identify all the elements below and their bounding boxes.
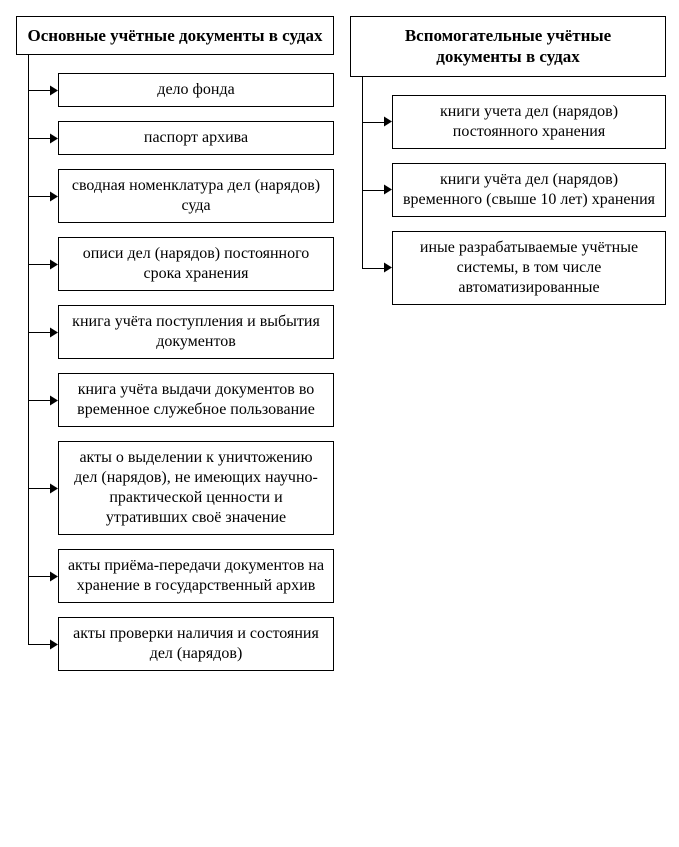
arrow-icon <box>50 191 58 201</box>
left-column: Основные учётные документы в судах дело … <box>16 16 334 685</box>
item-box: акты приёма-передачи документов на хране… <box>58 549 334 603</box>
item-row: акты о выделении к уничтожению дел (наря… <box>16 441 334 535</box>
stem-line <box>362 77 363 268</box>
item-box: книга учёта поступления и выбытия докуме… <box>58 305 334 359</box>
arrow-icon <box>50 395 58 405</box>
arrow-icon <box>50 571 58 581</box>
item-row: паспорт архива <box>16 121 334 155</box>
item-box: иные разрабатываемые учётные системы, в … <box>392 231 666 305</box>
item-box: книга учёта выдачи документов во временн… <box>58 373 334 427</box>
item-box: акты о выделении к уничтожению дел (наря… <box>58 441 334 535</box>
right-header: Вспомогательные учётные документы в суда… <box>350 16 666 77</box>
item-row: иные разрабатываемые учётные системы, в … <box>350 231 666 305</box>
arrow-icon <box>50 327 58 337</box>
item-row: книги учёта дел (нарядов) временного (св… <box>350 163 666 217</box>
left-header: Основные учётные документы в судах <box>16 16 334 55</box>
arrow-icon <box>50 259 58 269</box>
item-box: акты проверки наличия и состояния дел (н… <box>58 617 334 671</box>
arrow-icon <box>384 185 392 195</box>
right-items: книги учета дел (нарядов) постоянного хр… <box>350 95 666 305</box>
item-row: книга учёта выдачи документов во временн… <box>16 373 334 427</box>
right-column: Вспомогательные учётные документы в суда… <box>350 16 666 319</box>
stem-line <box>28 55 29 644</box>
item-row: книги учета дел (нарядов) постоянного хр… <box>350 95 666 149</box>
item-row: акты проверки наличия и состояния дел (н… <box>16 617 334 671</box>
item-box: описи дел (нарядов) постоянного срока хр… <box>58 237 334 291</box>
arrow-icon <box>50 483 58 493</box>
item-row: сводная номенклатура дел (нарядов) суда <box>16 169 334 223</box>
item-box: дело фонда <box>58 73 334 107</box>
left-items: дело фонда паспорт архива сводная номенкла… <box>16 73 334 671</box>
arrow-icon <box>384 117 392 127</box>
arrow-icon <box>50 85 58 95</box>
item-box: книги учёта дел (нарядов) временного (св… <box>392 163 666 217</box>
item-row: описи дел (нарядов) постоянного срока хр… <box>16 237 334 291</box>
arrow-icon <box>50 639 58 649</box>
arrow-icon <box>50 133 58 143</box>
item-row: книга учёта поступления и выбытия докуме… <box>16 305 334 359</box>
item-box: паспорт архива <box>58 121 334 155</box>
item-box: книги учета дел (нарядов) постоянного хр… <box>392 95 666 149</box>
item-row: дело фонда <box>16 73 334 107</box>
item-row: акты приёма-передачи документов на хране… <box>16 549 334 603</box>
item-box: сводная номенклатура дел (нарядов) суда <box>58 169 334 223</box>
arrow-icon <box>384 263 392 273</box>
